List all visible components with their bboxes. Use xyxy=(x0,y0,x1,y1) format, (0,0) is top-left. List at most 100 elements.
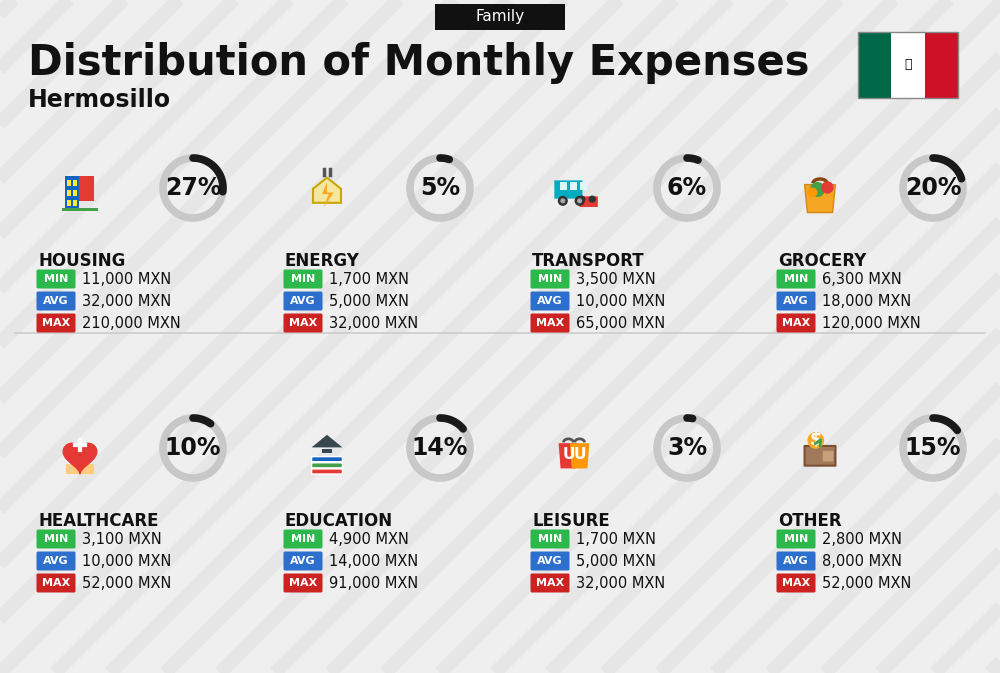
Text: MAX: MAX xyxy=(782,578,810,588)
Text: 🦅: 🦅 xyxy=(904,59,912,71)
FancyBboxPatch shape xyxy=(925,32,958,98)
Text: AVG: AVG xyxy=(290,296,316,306)
FancyBboxPatch shape xyxy=(776,291,816,310)
Text: 4,900 MXN: 4,900 MXN xyxy=(329,532,409,546)
Text: 32,000 MXN: 32,000 MXN xyxy=(329,316,418,330)
Text: 32,000 MXN: 32,000 MXN xyxy=(82,293,171,308)
Polygon shape xyxy=(559,444,578,468)
FancyBboxPatch shape xyxy=(73,180,77,186)
Text: MIN: MIN xyxy=(44,274,68,284)
FancyBboxPatch shape xyxy=(776,551,816,571)
FancyBboxPatch shape xyxy=(322,449,332,453)
FancyBboxPatch shape xyxy=(284,314,322,332)
Circle shape xyxy=(577,199,582,203)
Text: Hermosillo: Hermosillo xyxy=(28,88,171,112)
Text: 8,000 MXN: 8,000 MXN xyxy=(822,553,902,569)
FancyBboxPatch shape xyxy=(67,180,71,186)
FancyBboxPatch shape xyxy=(66,464,94,474)
Text: OTHER: OTHER xyxy=(778,512,842,530)
Text: MIN: MIN xyxy=(538,534,562,544)
FancyBboxPatch shape xyxy=(36,269,76,289)
Text: 3%: 3% xyxy=(667,436,707,460)
Polygon shape xyxy=(313,178,341,203)
Text: MIN: MIN xyxy=(784,534,808,544)
FancyBboxPatch shape xyxy=(67,190,71,196)
Text: 65,000 MXN: 65,000 MXN xyxy=(576,316,665,330)
Text: MIN: MIN xyxy=(44,534,68,544)
Text: AVG: AVG xyxy=(783,296,809,306)
Text: 27%: 27% xyxy=(165,176,221,200)
Text: Family: Family xyxy=(475,9,525,24)
Text: 6,300 MXN: 6,300 MXN xyxy=(822,271,902,287)
Text: MAX: MAX xyxy=(289,318,317,328)
Text: AVG: AVG xyxy=(43,556,69,566)
FancyBboxPatch shape xyxy=(284,530,322,548)
Circle shape xyxy=(575,196,585,206)
Text: 14%: 14% xyxy=(412,436,468,460)
Text: 32,000 MXN: 32,000 MXN xyxy=(576,575,665,590)
Text: AVG: AVG xyxy=(537,556,563,566)
Text: MIN: MIN xyxy=(291,534,315,544)
Polygon shape xyxy=(63,444,97,474)
FancyBboxPatch shape xyxy=(530,551,570,571)
Text: 5,000 MXN: 5,000 MXN xyxy=(329,293,409,308)
FancyBboxPatch shape xyxy=(73,200,77,205)
FancyBboxPatch shape xyxy=(580,182,587,190)
Text: 3,100 MXN: 3,100 MXN xyxy=(82,532,162,546)
FancyBboxPatch shape xyxy=(73,190,77,196)
Text: 1,700 MXN: 1,700 MXN xyxy=(576,532,656,546)
Text: MAX: MAX xyxy=(536,578,564,588)
Polygon shape xyxy=(312,435,342,448)
FancyBboxPatch shape xyxy=(891,32,925,98)
FancyBboxPatch shape xyxy=(530,573,570,592)
FancyBboxPatch shape xyxy=(284,551,322,571)
FancyBboxPatch shape xyxy=(776,573,816,592)
Text: 210,000 MXN: 210,000 MXN xyxy=(82,316,181,330)
FancyBboxPatch shape xyxy=(530,314,570,332)
Text: AVG: AVG xyxy=(537,296,563,306)
Circle shape xyxy=(560,199,565,203)
Polygon shape xyxy=(805,184,835,213)
Polygon shape xyxy=(570,444,589,468)
Text: MIN: MIN xyxy=(784,274,808,284)
Text: 20%: 20% xyxy=(905,176,961,200)
FancyBboxPatch shape xyxy=(554,180,582,199)
Text: U: U xyxy=(562,447,575,462)
Text: MAX: MAX xyxy=(289,578,317,588)
Text: 91,000 MXN: 91,000 MXN xyxy=(329,575,418,590)
FancyBboxPatch shape xyxy=(530,291,570,310)
Text: 18,000 MXN: 18,000 MXN xyxy=(822,293,911,308)
Text: Distribution of Monthly Expenses: Distribution of Monthly Expenses xyxy=(28,42,810,84)
FancyBboxPatch shape xyxy=(805,446,835,466)
Text: MAX: MAX xyxy=(42,318,70,328)
Text: ENERGY: ENERGY xyxy=(285,252,360,270)
Circle shape xyxy=(578,196,585,203)
FancyBboxPatch shape xyxy=(530,269,570,289)
Circle shape xyxy=(589,196,596,203)
Text: TRANSPORT: TRANSPORT xyxy=(532,252,645,270)
FancyBboxPatch shape xyxy=(36,291,76,310)
FancyBboxPatch shape xyxy=(284,269,322,289)
Text: HOUSING: HOUSING xyxy=(38,252,125,270)
FancyBboxPatch shape xyxy=(823,451,833,462)
Text: U: U xyxy=(573,447,586,462)
Text: MIN: MIN xyxy=(538,274,562,284)
Text: GROCERY: GROCERY xyxy=(778,252,866,270)
Text: 5%: 5% xyxy=(420,176,460,200)
Text: LEISURE: LEISURE xyxy=(532,512,610,530)
FancyBboxPatch shape xyxy=(65,176,79,210)
FancyBboxPatch shape xyxy=(284,573,322,592)
Text: 3,500 MXN: 3,500 MXN xyxy=(576,271,656,287)
Text: MAX: MAX xyxy=(782,318,810,328)
Circle shape xyxy=(807,432,824,449)
Text: 15%: 15% xyxy=(905,436,961,460)
FancyBboxPatch shape xyxy=(580,197,598,207)
Text: MAX: MAX xyxy=(536,318,564,328)
Text: 6%: 6% xyxy=(667,176,707,200)
Text: 11,000 MXN: 11,000 MXN xyxy=(82,271,171,287)
Text: AVG: AVG xyxy=(783,556,809,566)
FancyBboxPatch shape xyxy=(312,463,342,468)
Text: HEALTHCARE: HEALTHCARE xyxy=(38,512,158,530)
FancyBboxPatch shape xyxy=(79,176,94,201)
Text: 10,000 MXN: 10,000 MXN xyxy=(576,293,665,308)
